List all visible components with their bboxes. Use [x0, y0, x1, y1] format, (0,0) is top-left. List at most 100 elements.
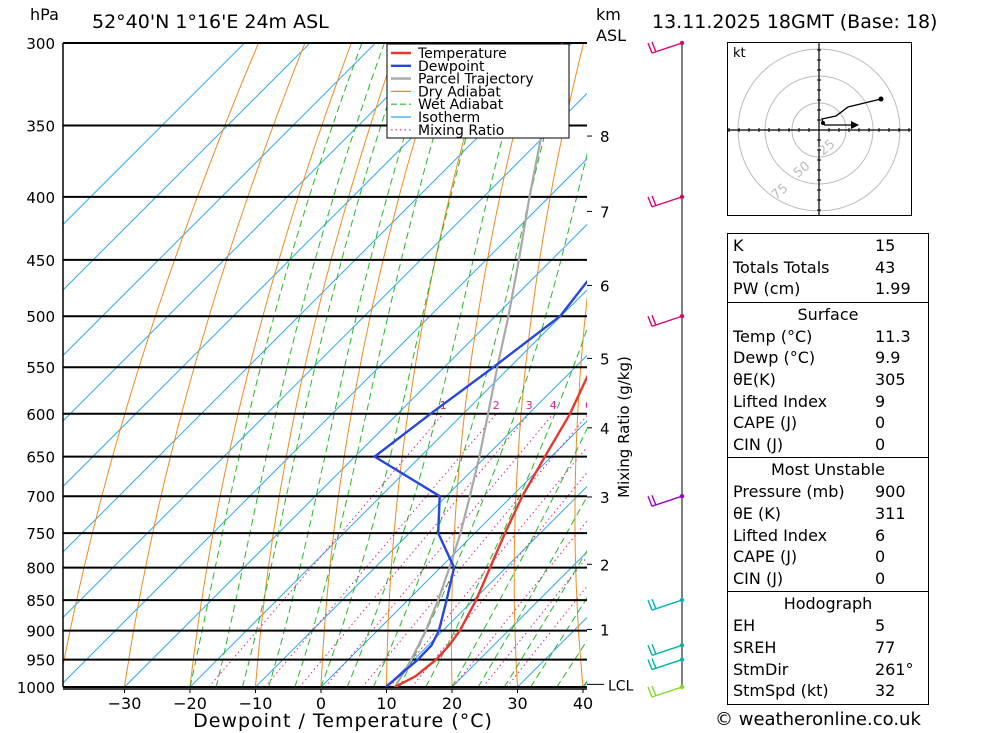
wind-barb: [647, 314, 683, 327]
general-indices: K 15 Totals Totals 43 PW (cm) 1.99: [728, 234, 928, 303]
legend-box: [386, 43, 570, 139]
pressure-tick-label: 500: [26, 308, 55, 326]
index-label: SREH: [733, 637, 777, 657]
dry-adiabat-line: [450, 43, 538, 687]
location-title: 52°40'N 1°16'E 24m ASL: [92, 11, 329, 33]
isobar-lines: [63, 42, 587, 688]
x-axis-title: Dewpoint / Temperature (°C): [193, 710, 493, 732]
pressure-tick-label: 650: [26, 449, 55, 467]
copyright-link[interactable]: © weatheronline.co.uk: [715, 709, 921, 730]
isotherm-line: [63, 43, 442, 422]
index-row: CAPE (J) 0: [728, 412, 928, 434]
index-label: Lifted Index: [733, 525, 828, 545]
index-value: 11.3: [875, 326, 911, 346]
mixing-ratio-line: [452, 520, 587, 687]
height-unit-km: km: [596, 5, 621, 24]
height-tick-label: 7: [600, 203, 610, 221]
isotherm-line: [386, 485, 587, 687]
mixing-ratio-axis-title: Mixing Ratio (g/kg): [615, 356, 633, 498]
wind-barb: [647, 658, 683, 671]
index-label: θE(K): [733, 369, 776, 389]
pressure-tick-label: 750: [26, 525, 55, 543]
index-value: 1.99: [875, 279, 911, 299]
surface-section: Surface Temp (°C) 11.3 Dewp (°C) 9.9 θE(K)…: [728, 303, 928, 459]
pressure-tick-label: 350: [26, 117, 55, 135]
index-value: 43: [875, 257, 896, 277]
index-label: Pressure (mb): [733, 482, 845, 502]
height-tick-label: 5: [600, 350, 610, 368]
legend-label: Mixing Ratio: [418, 123, 504, 139]
pressure-tick-label: 900: [26, 623, 55, 641]
pressure-tick-label: 800: [26, 560, 55, 578]
mixing-ratio-line: [361, 414, 587, 687]
wet-adiabat-line: [189, 43, 363, 687]
isotherm-line: [63, 92, 587, 619]
isotherm-line: [63, 43, 311, 291]
index-label: CAPE (J): [733, 547, 798, 567]
index-row: Lifted Index 6: [728, 525, 928, 547]
wet-adiabat-line: [320, 43, 494, 687]
pressure-tick-label: 550: [26, 359, 55, 377]
wet-adiabat-line: [399, 152, 587, 687]
index-value: 900: [875, 482, 906, 502]
mixing-ratio-label: 4: [550, 399, 557, 412]
mixing-ratio-label: 15: [667, 399, 681, 412]
pressure-tick-label: 700: [26, 488, 55, 506]
isotherm-line: [63, 43, 245, 226]
mixing-ratio-line: [389, 446, 587, 687]
legend-label: Parcel Trajectory: [418, 72, 534, 88]
wet-adiabat-line: [530, 596, 587, 687]
dry-adiabat-line: [691, 43, 723, 687]
wind-barb: [647, 494, 683, 507]
pressure-tick-label: 950: [26, 652, 55, 670]
hodograph-trace: [821, 98, 882, 124]
index-row: CAPE (J) 0: [728, 546, 928, 568]
wet-adiabat-line: [346, 43, 529, 687]
height-tick-label: 1: [600, 621, 610, 639]
mixing-ratio-line: [411, 471, 587, 687]
storm-motion-arrowhead: [851, 121, 859, 129]
dry-adiabat-line: [124, 43, 306, 687]
isotherm-line: [63, 43, 376, 357]
index-row: StmSpd (kt) 32: [728, 680, 928, 702]
mixing-ratio-line: [299, 413, 530, 687]
hodograph-title: Hodograph: [783, 594, 873, 614]
mixing-ratio-label: 3: [526, 399, 533, 412]
index-row: Pressure (mb) 900: [728, 481, 928, 503]
index-row: Dewp (°C) 9.9: [728, 347, 928, 369]
index-value: 261°: [875, 659, 914, 679]
mixing-ratio-line: [264, 413, 497, 687]
isotherm-line: [63, 43, 507, 488]
index-value: 0: [875, 568, 886, 588]
wind-barb: [647, 598, 683, 611]
dewpoint-line: [373, 279, 587, 687]
pressure-tick-label: 1000: [17, 679, 55, 697]
pressure-tick-label: 300: [26, 35, 55, 53]
most-unstable-title: Most Unstable: [771, 460, 885, 480]
index-label: StmSpd (kt): [733, 681, 829, 701]
pressure-tick-label: 450: [26, 252, 55, 270]
index-value: 0: [875, 547, 886, 567]
index-row: CIN (J) 0: [728, 568, 928, 590]
temperature-tick-label: 10: [376, 694, 396, 713]
index-label: PW (cm): [733, 279, 801, 299]
index-label: EH: [733, 616, 756, 636]
wet-adiabat-line: [503, 550, 587, 687]
height-tick-label: 6: [600, 277, 610, 295]
index-row: SREH 77: [728, 637, 928, 659]
index-label: CAPE (J): [733, 413, 798, 433]
index-row: θE (K) 311: [728, 503, 928, 525]
index-value: 0: [875, 413, 886, 433]
index-row: Totals Totals 43: [728, 257, 928, 279]
wind-barb: [647, 41, 683, 54]
dry-adiabat-line: [63, 43, 259, 669]
hodograph-section: Hodograph EH 5 SREH 77 StmDir 261° StmSpd (…: [728, 592, 928, 703]
chart-axes: 3003504004505005506006507007508008509009…: [17, 35, 633, 732]
temperature-line: [394, 374, 587, 687]
hodograph-panel: kt 25 50 75: [727, 39, 912, 221]
hodograph-top-point: [878, 96, 884, 102]
index-value: 0: [875, 434, 886, 454]
mixing-ratio-line: [208, 413, 444, 687]
